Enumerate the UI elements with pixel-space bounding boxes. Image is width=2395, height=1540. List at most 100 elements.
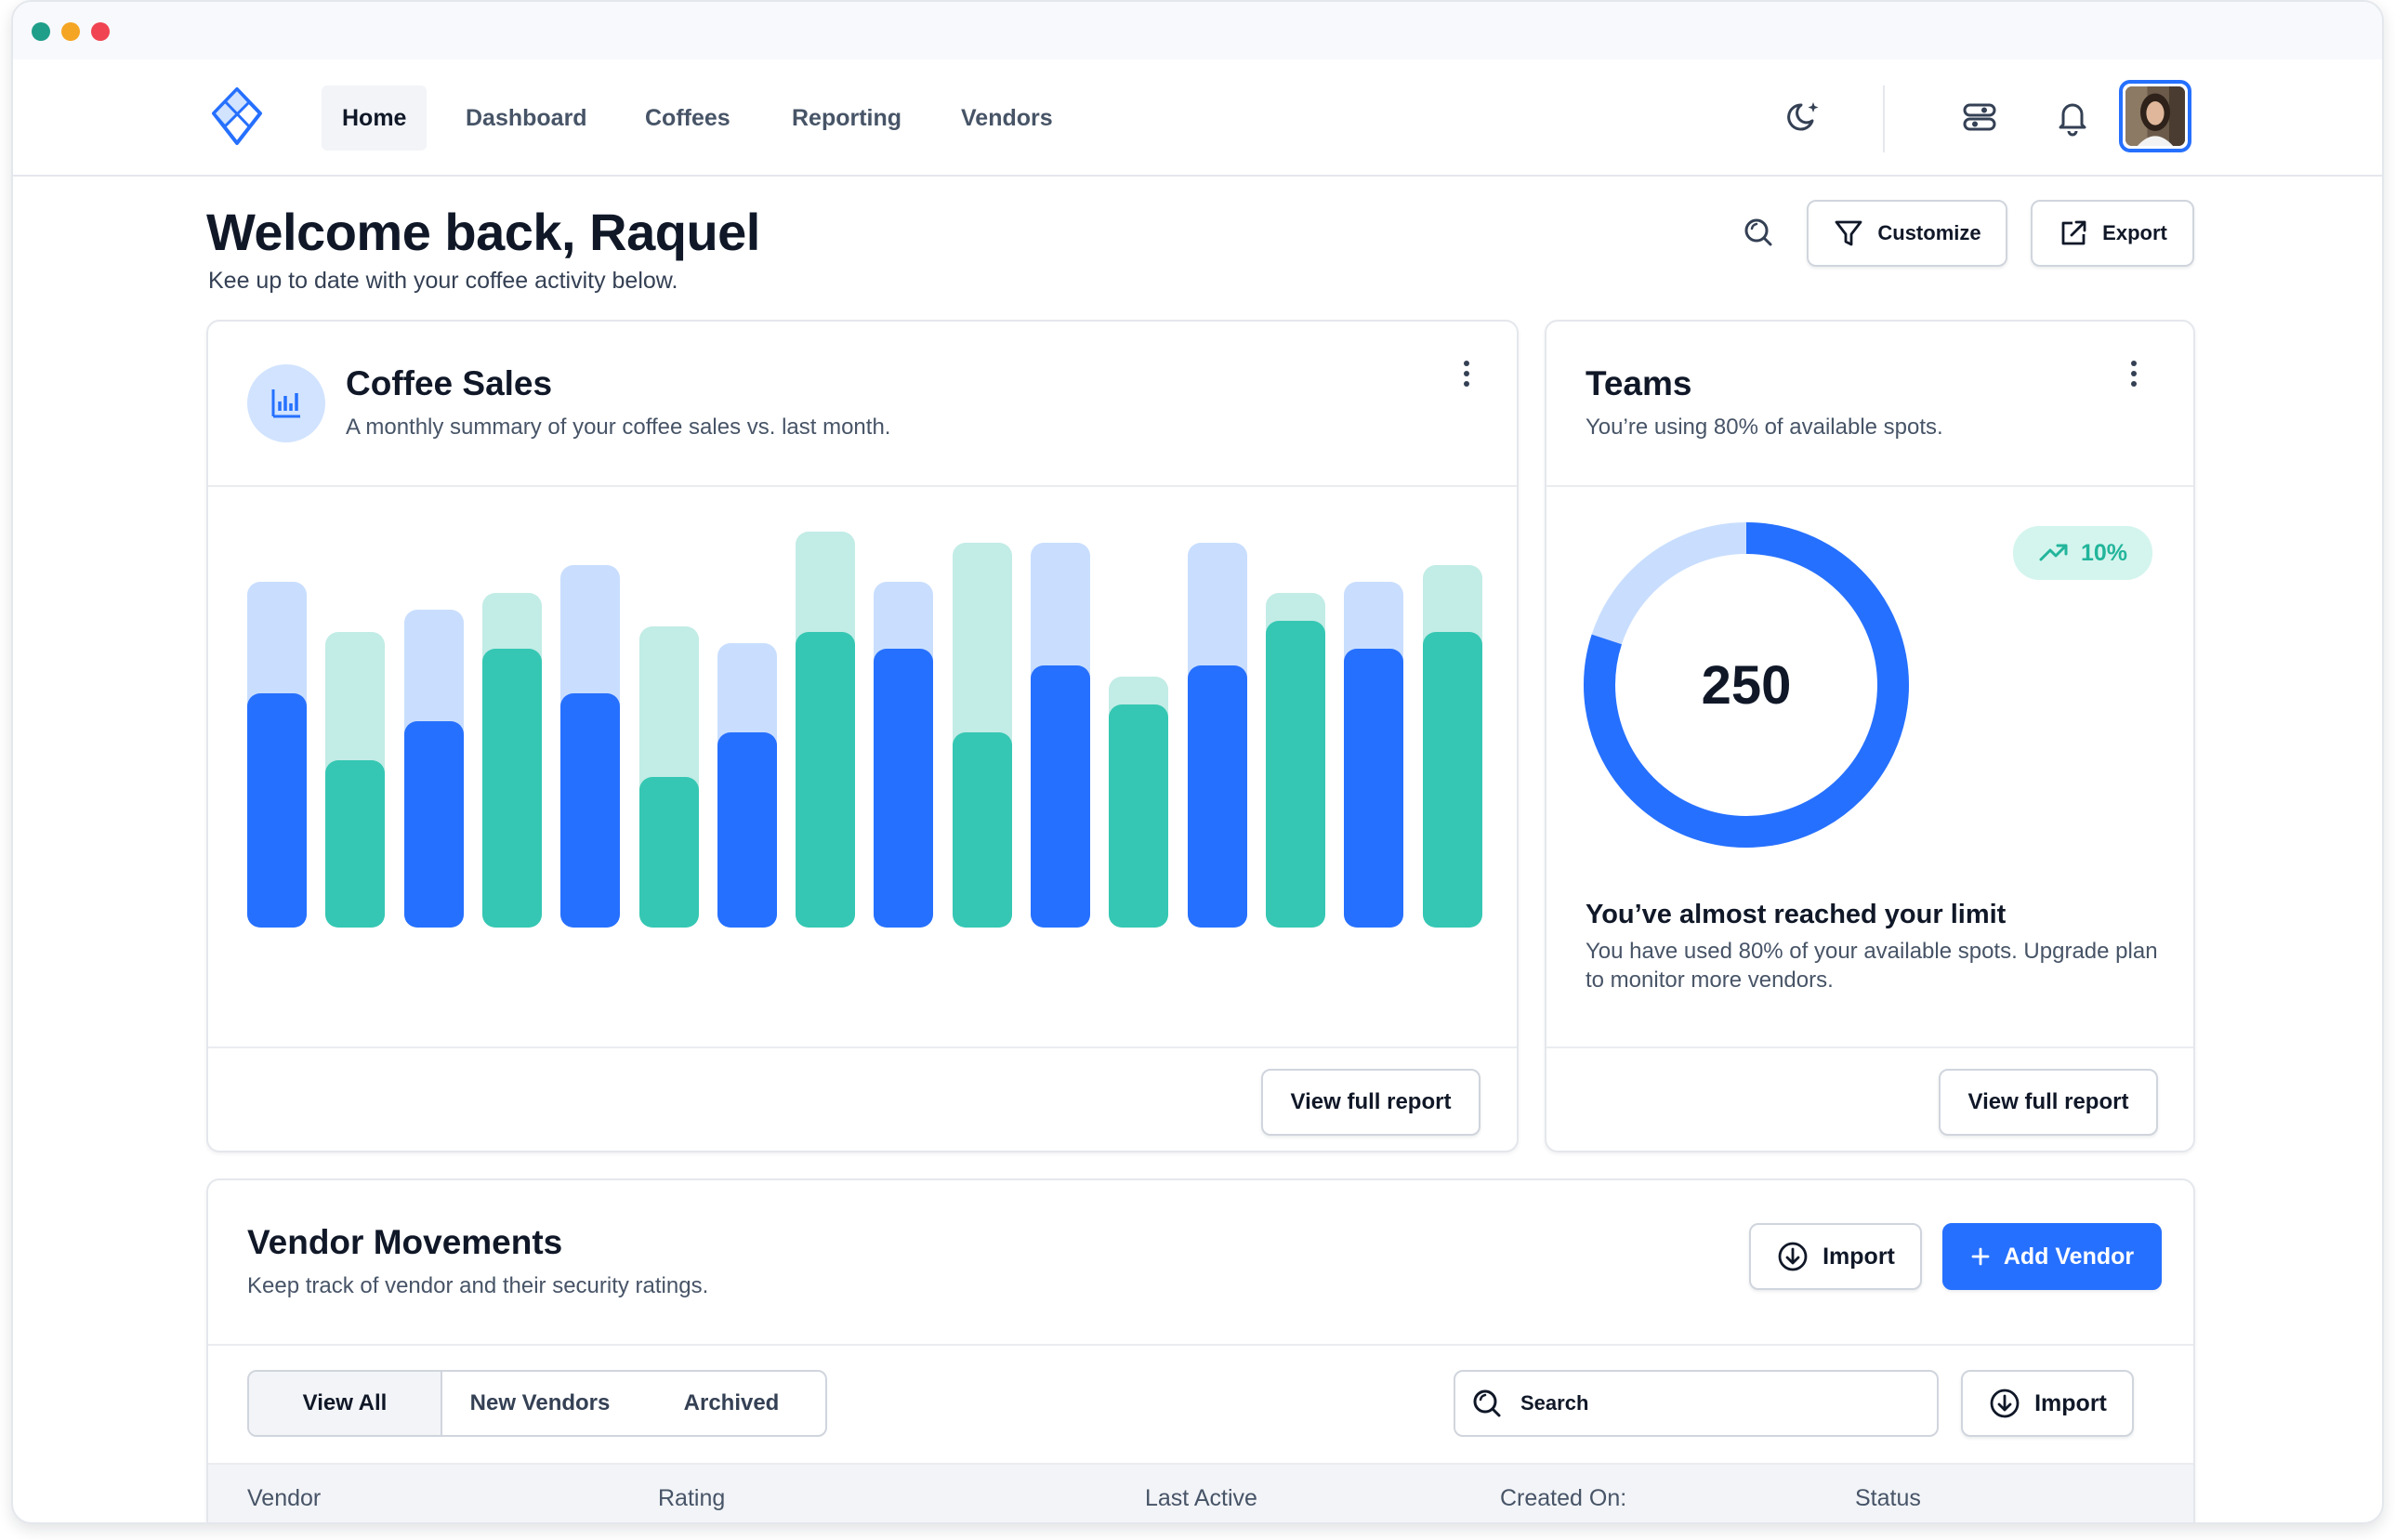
card-divider — [1546, 485, 2193, 487]
column-created-on[interactable]: Created On: — [1500, 1485, 1627, 1511]
bar-current — [481, 649, 542, 928]
coffee-sales-view-report-button[interactable]: View full report — [1261, 1069, 1480, 1136]
bar-current — [1187, 665, 1247, 928]
bar-current — [325, 760, 386, 928]
export-label: Export — [2102, 221, 2167, 244]
bar-group[interactable] — [1265, 526, 1325, 928]
vendor-search — [1454, 1370, 1939, 1437]
tab-view-all[interactable]: View All — [249, 1372, 442, 1435]
app-window: Home Dashboard Coffees Reporting Vendors — [11, 0, 2384, 1524]
bar-group[interactable] — [325, 526, 386, 928]
vendor-movements-subtitle: Keep track of vendor and their security … — [247, 1273, 709, 1298]
bar-group[interactable] — [952, 526, 1012, 928]
column-last-active[interactable]: Last Active — [1145, 1485, 1257, 1511]
teams-view-report-button[interactable]: View full report — [1939, 1069, 2158, 1136]
bar-group[interactable] — [403, 526, 464, 928]
trend-value: 10% — [2080, 539, 2128, 566]
column-rating[interactable]: Rating — [658, 1485, 726, 1511]
bar-group[interactable] — [796, 526, 856, 928]
card-divider — [208, 1046, 1517, 1048]
export-button[interactable]: Export — [2031, 200, 2194, 267]
trend-up-icon — [2039, 544, 2068, 561]
column-status[interactable]: Status — [1855, 1485, 1921, 1511]
customize-button[interactable]: Customize — [1807, 200, 2007, 267]
nav-vendors[interactable]: Vendors — [961, 105, 1053, 131]
donut-used-arc — [1584, 522, 1909, 848]
download-icon — [1778, 1242, 1808, 1271]
bar-group[interactable] — [1031, 526, 1090, 928]
bar-current — [1344, 649, 1404, 928]
top-navigation: Home Dashboard Coffees Reporting Vendors — [13, 59, 2382, 177]
import-secondary-button[interactable]: Import — [1961, 1370, 2134, 1437]
window-minimize-button[interactable] — [61, 22, 80, 41]
card-divider — [1546, 1046, 2193, 1048]
bar-current — [638, 777, 699, 928]
column-vendor[interactable]: Vendor — [247, 1485, 322, 1511]
view-report-label: View full report — [1290, 1089, 1452, 1114]
nav-dashboard[interactable]: Dashboard — [466, 105, 587, 131]
add-vendor-button[interactable]: Add Vendor — [1942, 1223, 2162, 1290]
bar-group[interactable] — [560, 526, 621, 928]
nav-reporting[interactable]: Reporting — [792, 105, 902, 131]
import-button[interactable]: Import — [1749, 1223, 1922, 1290]
nav-home[interactable]: Home — [322, 86, 428, 151]
logo-icon[interactable] — [210, 86, 264, 147]
moon-icon[interactable] — [1784, 97, 1825, 138]
page-subtitle: Kee up to date with your coffee activity… — [208, 268, 678, 294]
chart-icon-badge — [247, 364, 325, 442]
external-link-icon — [2061, 220, 2086, 245]
teams-card: Teams You’re using 80% of available spot… — [1545, 320, 2195, 1152]
bar-current — [717, 732, 777, 928]
bar-group[interactable] — [247, 526, 307, 928]
vendor-table-header: Vendor Rating Last Active Created On: St… — [208, 1463, 2193, 1522]
bar-group[interactable] — [1187, 526, 1247, 928]
coffee-sales-menu-icon[interactable] — [1461, 361, 1472, 394]
bar-current — [874, 649, 934, 928]
filter-icon — [1835, 220, 1862, 246]
coffee-sales-chart — [247, 526, 1483, 928]
add-vendor-label: Add Vendor — [2003, 1243, 2135, 1270]
avatar-image — [2125, 86, 2185, 146]
teams-menu-icon[interactable] — [2128, 361, 2139, 394]
bar-current — [1031, 665, 1090, 928]
bar-group[interactable] — [717, 526, 777, 928]
user-avatar[interactable] — [2119, 80, 2191, 152]
tab-archived[interactable]: Archived — [683, 1390, 780, 1415]
coffee-sales-card: Coffee Sales A monthly summary of your c… — [206, 320, 1519, 1152]
bar-group[interactable] — [1422, 526, 1482, 928]
window-close-button[interactable] — [91, 22, 110, 41]
bar-current — [1265, 621, 1325, 928]
bar-current — [952, 732, 1012, 928]
bar-group[interactable] — [874, 526, 934, 928]
window-titlebar — [13, 2, 2382, 59]
bar-group[interactable] — [1109, 526, 1169, 928]
nav-coffees[interactable]: Coffees — [645, 105, 730, 131]
vendor-movements-card: Vendor Movements Keep track of vendor an… — [206, 1178, 2195, 1522]
bell-icon[interactable] — [2052, 97, 2093, 138]
tab-new-vendors[interactable]: New Vendors — [469, 1390, 611, 1415]
vendor-movements-title: Vendor Movements — [247, 1223, 563, 1261]
import-label: Import — [2034, 1389, 2107, 1416]
customize-label: Customize — [1877, 221, 1981, 244]
nav-divider — [1883, 86, 1885, 152]
bar-group[interactable] — [638, 526, 699, 928]
import-label: Import — [1823, 1243, 1895, 1270]
bar-group[interactable] — [1344, 526, 1404, 928]
toggles-icon[interactable] — [1959, 97, 2000, 138]
search-icon[interactable] — [1740, 214, 1777, 251]
bar-group[interactable] — [481, 526, 542, 928]
bar-current — [560, 693, 621, 928]
page-title: Welcome back, Raquel — [206, 203, 760, 261]
teams-title: Teams — [1586, 364, 1692, 402]
search-input[interactable] — [1520, 1391, 1911, 1415]
window-maximize-button[interactable] — [32, 22, 50, 41]
coffee-sales-title: Coffee Sales — [346, 364, 553, 402]
trend-badge: 10% — [2013, 526, 2152, 580]
card-divider — [208, 485, 1517, 487]
download-icon — [1990, 1389, 2020, 1418]
limit-title: You’ve almost reached your limit — [1586, 900, 2007, 929]
bar-current — [796, 632, 856, 928]
bar-current — [403, 721, 464, 928]
teams-donut-chart — [1584, 522, 1909, 848]
bar-chart-icon — [271, 389, 300, 418]
